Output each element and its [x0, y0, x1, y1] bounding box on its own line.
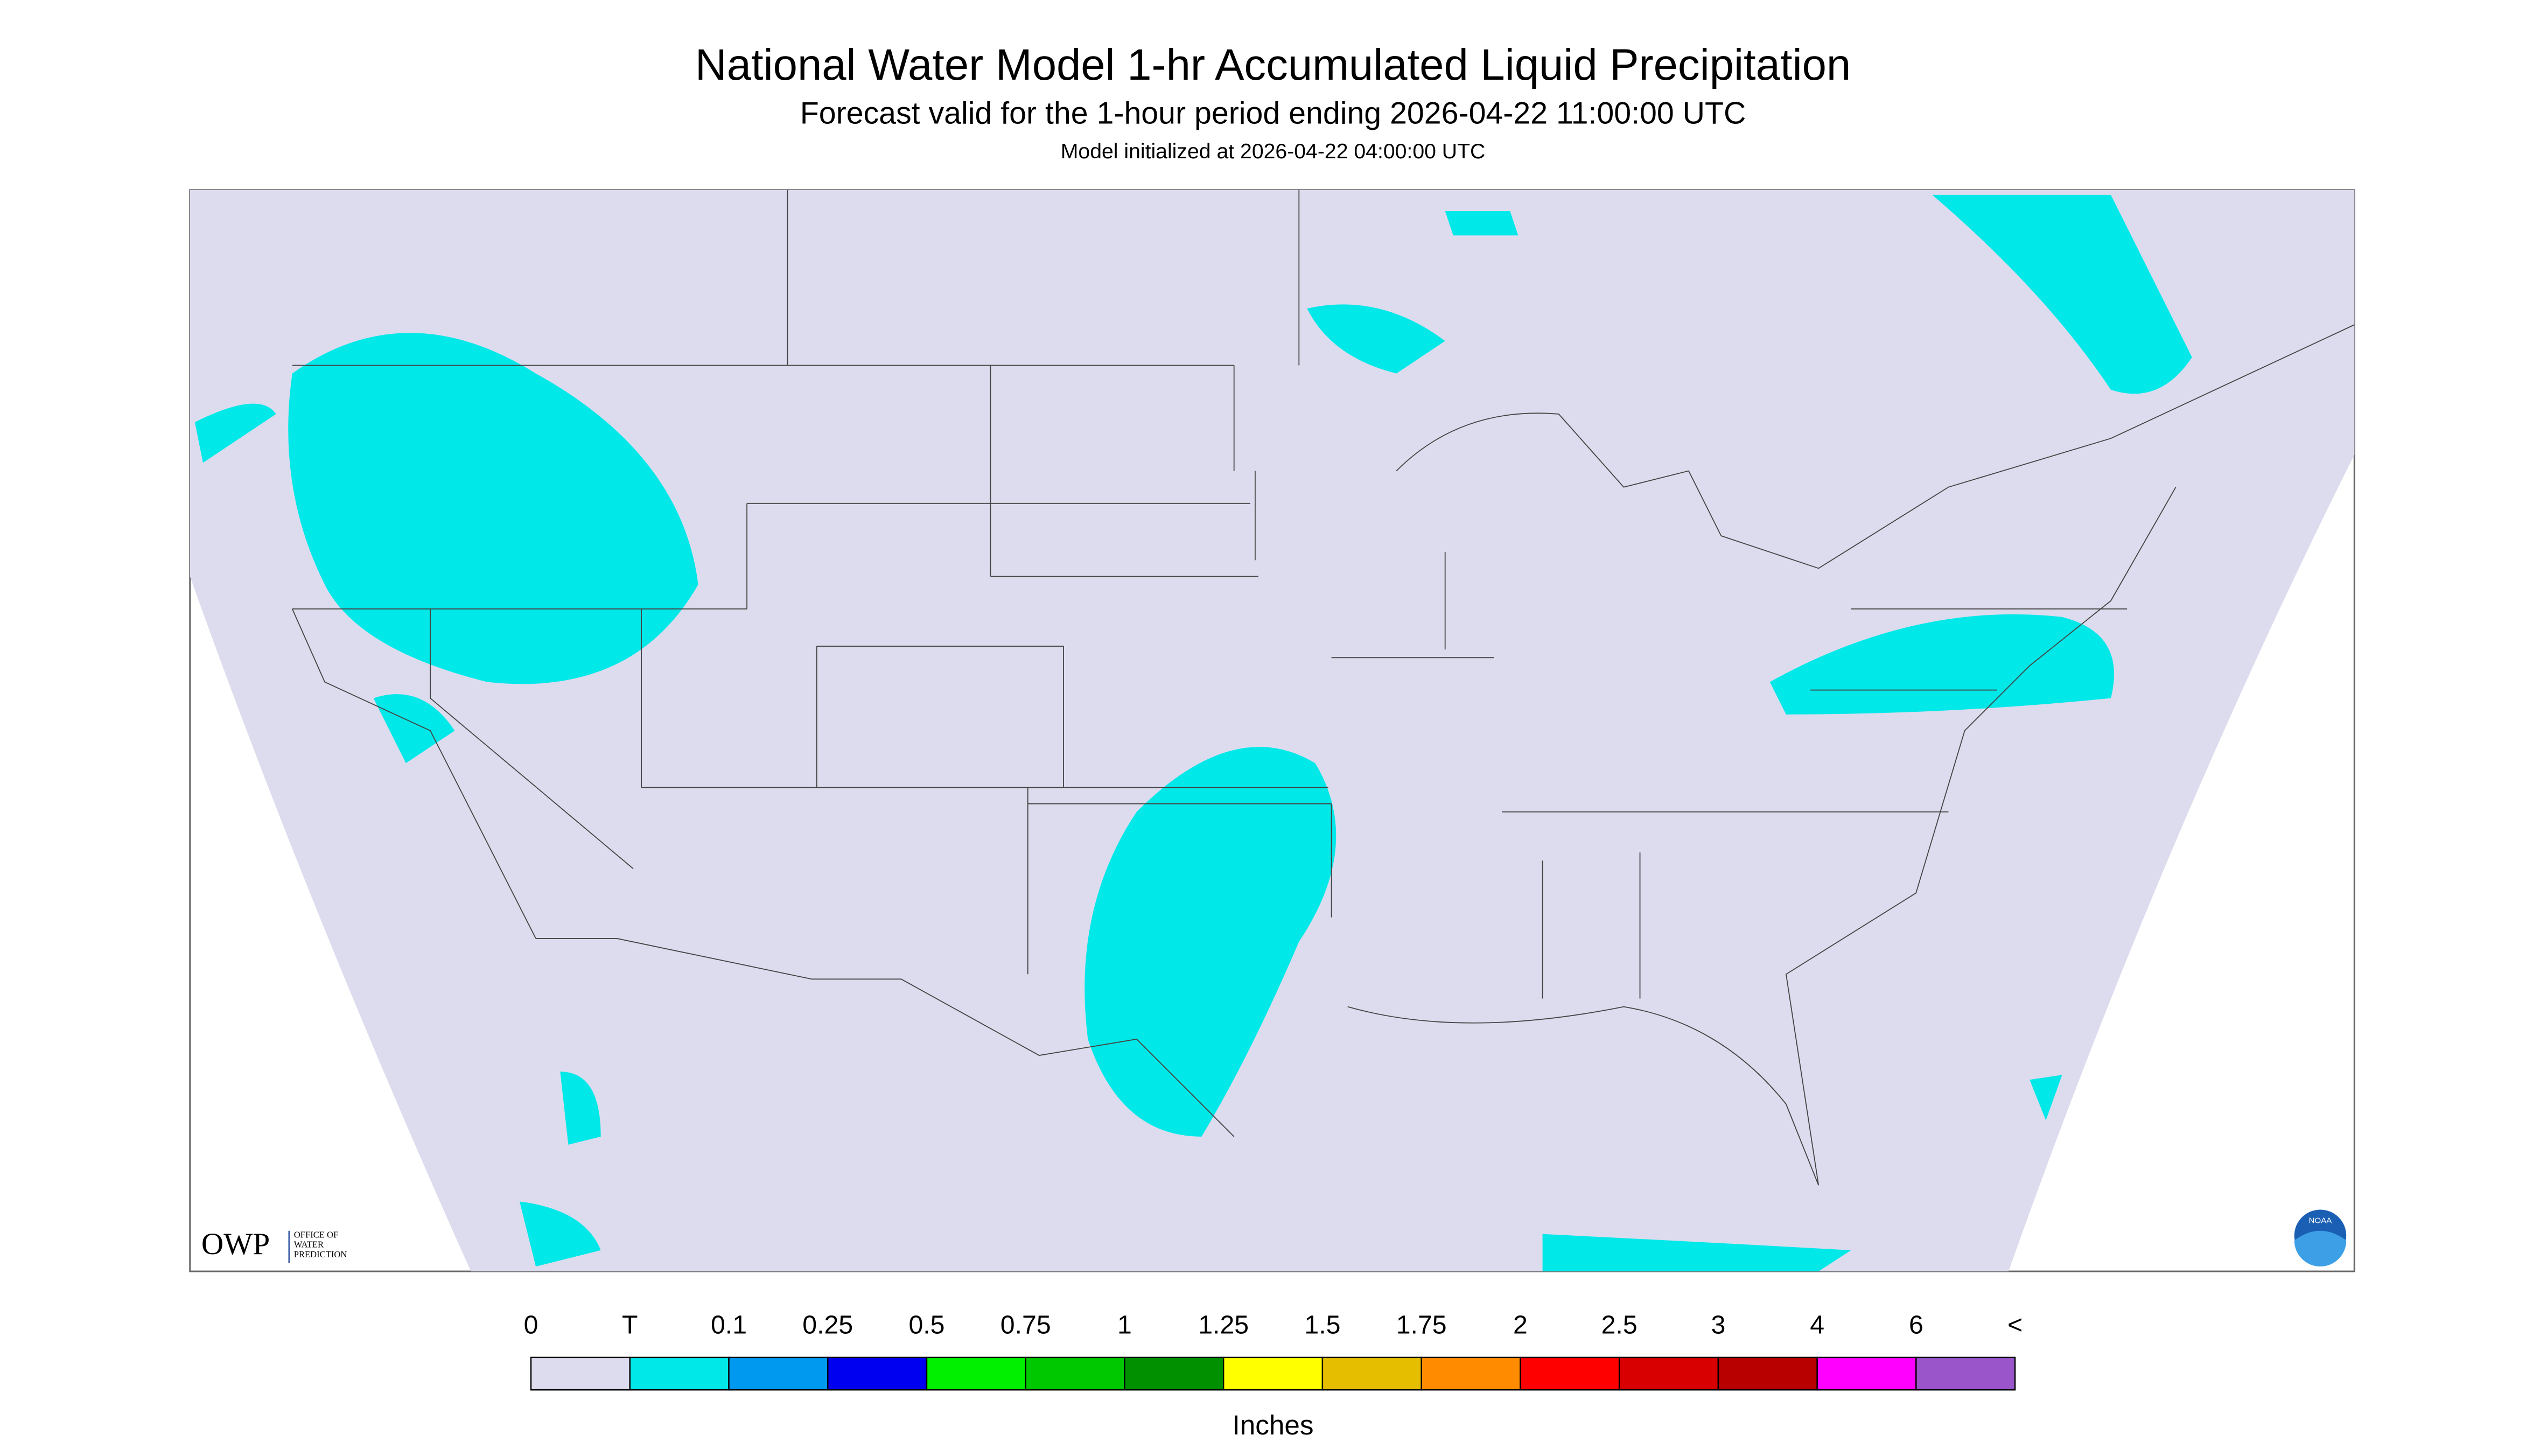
boundaries [291, 190, 2355, 1186]
colorbar-box [530, 1356, 631, 1391]
colorbar-label: 0.75 [1000, 1310, 1051, 1339]
noaa-logo: NOAA [2294, 1209, 2347, 1267]
colorbar-label: 6 [1909, 1310, 1923, 1339]
init-note: Model initialized at 2026-04-22 04:00:00… [1061, 140, 1486, 163]
map-panel: OWP OFFICE OF WATER PREDICTION NOAA [189, 189, 2355, 1272]
colorbar-label: 0.25 [802, 1310, 853, 1339]
colorbar-box [1717, 1356, 1818, 1391]
colorbar-label: 0 [524, 1310, 538, 1339]
colorbar-box [1520, 1356, 1620, 1391]
colorbar-box [728, 1356, 829, 1391]
owp-mark: OWP [201, 1227, 270, 1261]
colorbar-box [926, 1356, 1026, 1391]
precip-areas [194, 194, 2192, 1272]
colorbar-box [1421, 1356, 1521, 1391]
colorbar-box [1321, 1356, 1422, 1391]
colorbar-box [1915, 1356, 2016, 1391]
colorbar-label: T [622, 1310, 638, 1339]
colorbar-label: 4 [1810, 1310, 1824, 1339]
colorbar-label: 3 [1711, 1310, 1725, 1339]
colorbar-label: 1 [1117, 1310, 1132, 1339]
colorbar-unit: Inches [1233, 1410, 1314, 1440]
colorbar-box [1816, 1356, 1917, 1391]
colorbar-label: 1.5 [1304, 1310, 1340, 1339]
colorbar-box [1124, 1356, 1224, 1391]
owp-text: OFFICE OF [294, 1230, 338, 1240]
owp-text: WATER [294, 1240, 324, 1250]
colorbar-box [629, 1356, 730, 1391]
colorbar: 0 T 0.1 0.25 0.5 0.75 1 1.25 1.5 1.75 2 2.5 3 4 6 < [524, 1310, 2023, 1391]
colorbar-label: 0.1 [711, 1310, 747, 1339]
noaa-text: NOAA [2309, 1216, 2333, 1226]
colorbar-box [1025, 1356, 1125, 1391]
owp-text: PREDICTION [294, 1249, 347, 1259]
colorbar-label: < [2007, 1310, 2023, 1339]
colorbar-box [1222, 1356, 1324, 1391]
colorbar-label: 1.75 [1396, 1310, 1447, 1339]
domain [190, 190, 2355, 1272]
colorbar-label: 1.25 [1198, 1310, 1249, 1339]
colorbar-box [1618, 1356, 1719, 1391]
title: National Water Model 1-hr Accumulated Li… [695, 40, 1851, 89]
colorbar-label: 2.5 [1601, 1310, 1638, 1339]
colorbar-label: 2 [1513, 1310, 1528, 1339]
colorbar-label: 0.5 [908, 1310, 944, 1339]
subtitle: Forecast valid for the 1-hour period end… [800, 96, 1746, 130]
colorbar-box [827, 1356, 928, 1391]
owp-logo: OWP OFFICE OF WATER PREDICTION [201, 1227, 347, 1264]
